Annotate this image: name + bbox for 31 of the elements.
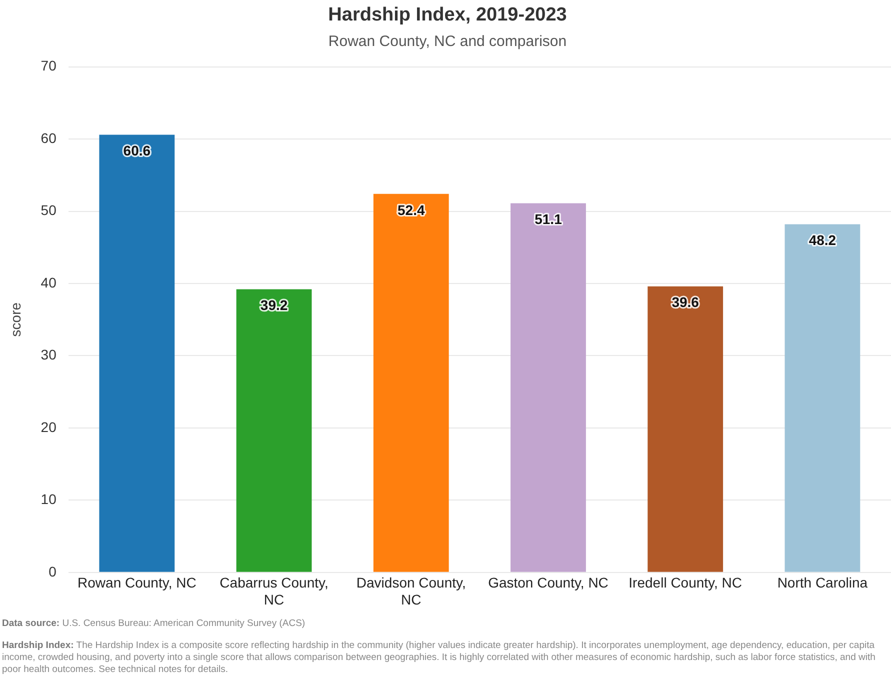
y-axis-title: score (7, 302, 24, 337)
y-tick-label: 60 (40, 130, 57, 146)
data-label: 39.6 (672, 294, 700, 310)
y-tick-label: 10 (40, 491, 57, 508)
bar (648, 286, 724, 572)
y-tick-label: 70 (40, 58, 57, 74)
chart-title: Hardship Index, 2019-2023 (328, 4, 567, 26)
x-tick-label: Gaston County, NC (488, 574, 608, 591)
data-label: 52.4 (398, 202, 425, 218)
x-tick-label: Cabarrus County, NC (220, 574, 328, 608)
data-label: 51.1 (534, 211, 562, 228)
data-label: 48.2 (808, 232, 836, 248)
data-label: 39.2 (260, 297, 288, 314)
chart-subtitle: Rowan County, NC and comparison (328, 32, 567, 50)
bar (784, 224, 860, 572)
y-tick-label: 40 (40, 274, 57, 290)
bar (373, 194, 449, 572)
x-tick-label: North Carolina (777, 574, 868, 591)
x-tick-label: Rowan County, NC (78, 574, 196, 591)
bar (236, 289, 312, 572)
y-tick-label: 0 (48, 563, 57, 580)
y-tick-label: 50 (40, 202, 57, 218)
y-tick-label: 20 (40, 418, 57, 435)
x-tick-label: Davidson County, NC (356, 574, 466, 608)
bar (99, 134, 175, 572)
text: Hardship Index: The Hardship Index is a composite score reflecting hardship in the community (higher values indicate greater hardship). It incorporates unemployment, age dependency, education, per capita income, crowded housing, and poverty into a single score that allows comparison between geographies. It is highly correlated with other measures of economic hardship, such as labor force statistics, and with poor health outcomes. See technical notes for details. (2, 640, 876, 675)
source-note: Data source: U.S. Census Bureau: American Community Survey (ACS) (2, 618, 306, 629)
y-tick-label: 30 (40, 346, 57, 363)
x-tick-label: Iredell County, NC (628, 574, 742, 591)
data-label: 60.6 (123, 142, 151, 159)
bar (510, 203, 586, 572)
